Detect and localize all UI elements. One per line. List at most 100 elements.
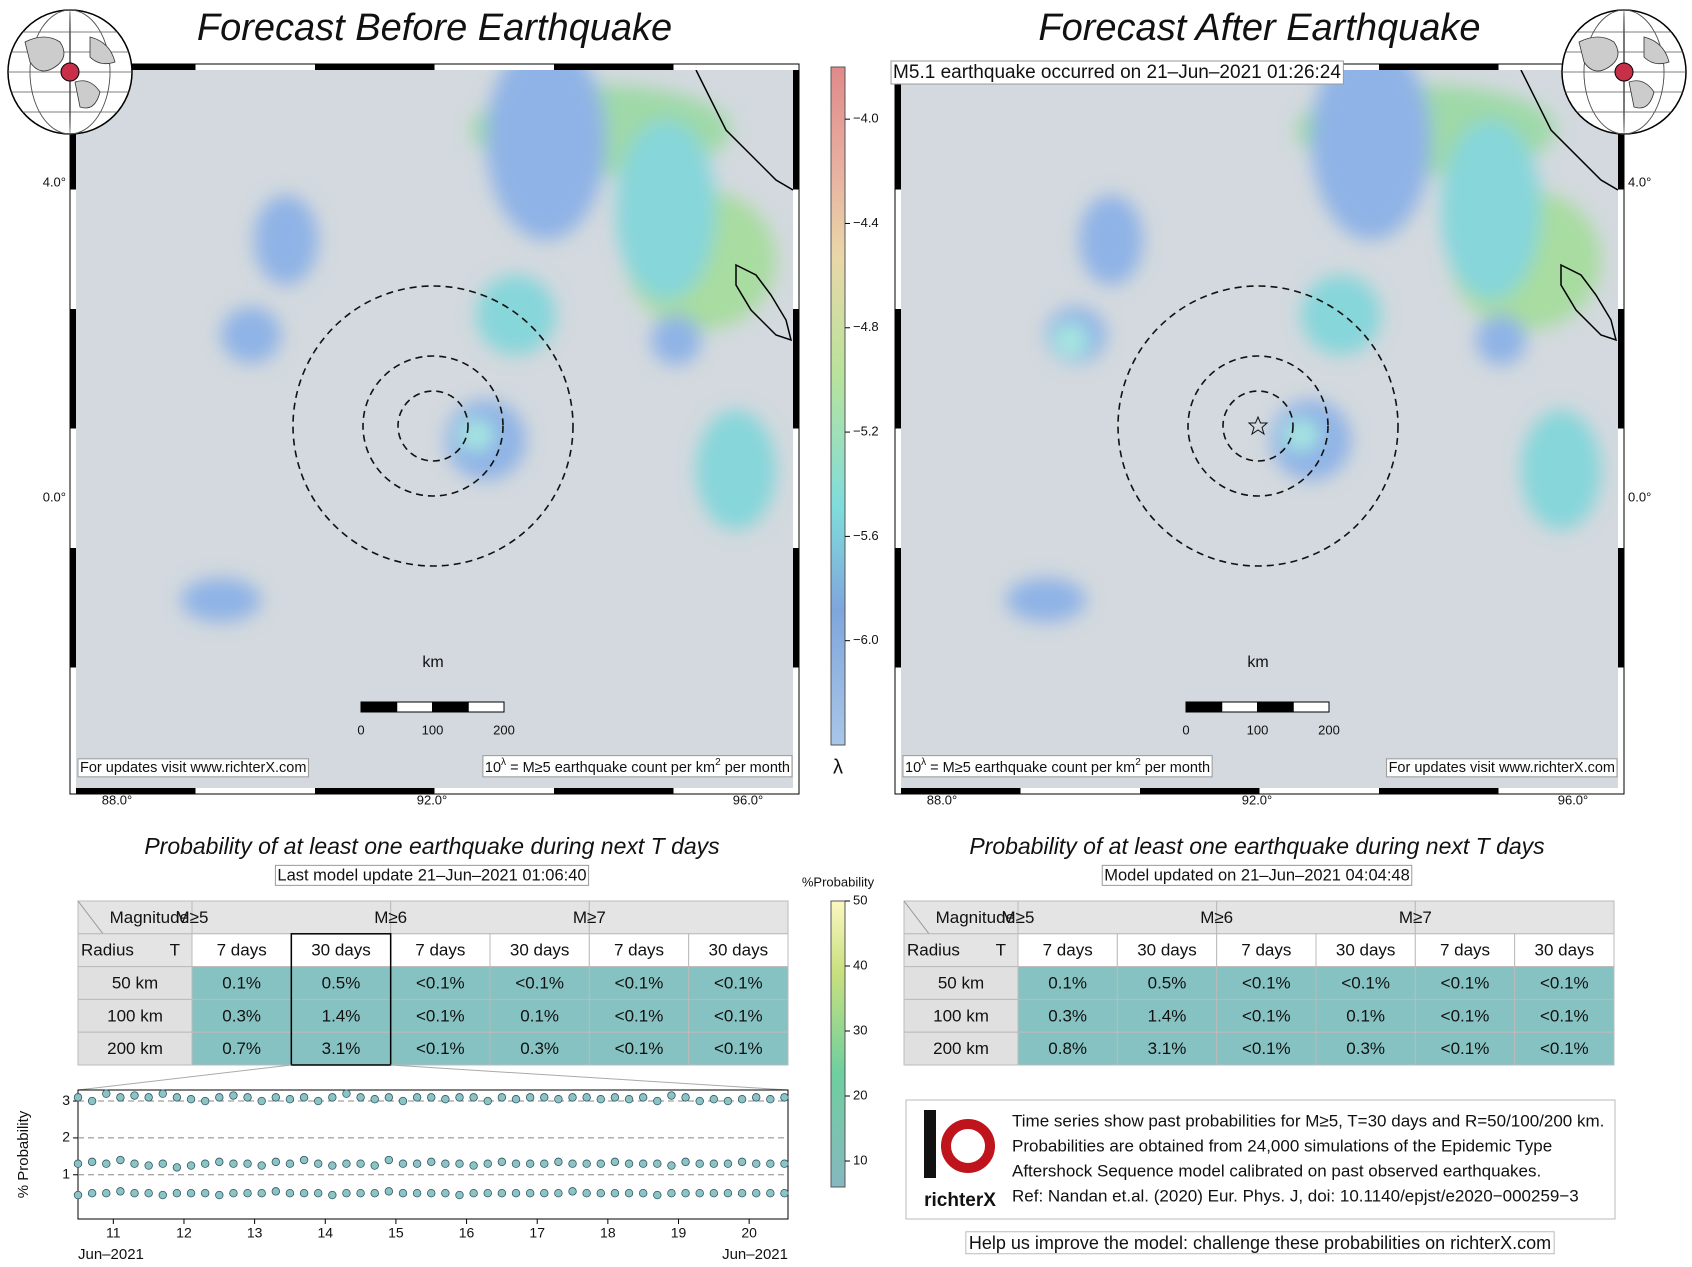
table-header: M≥6 — [374, 908, 407, 927]
data-point — [624, 1159, 634, 1168]
colorbar-tick-label: −5.6 — [853, 528, 879, 543]
rate-blob — [181, 578, 261, 622]
data-point — [384, 1187, 394, 1196]
table-header: M≥7 — [573, 908, 606, 927]
data-point — [709, 1095, 719, 1104]
colorbar-fill — [830, 900, 846, 1188]
website-note: For updates visit www.richterX.com — [1389, 760, 1615, 776]
table-header: 30 days — [1535, 941, 1595, 960]
data-point — [87, 1157, 97, 1167]
data-point — [384, 1155, 394, 1165]
data-point — [370, 1188, 379, 1198]
frame-tick — [554, 788, 674, 794]
data-point — [568, 1187, 577, 1196]
table-header: Magnitude — [110, 908, 189, 927]
table-header: 7 days — [217, 941, 267, 960]
table-cell-text: <0.1% — [416, 1039, 465, 1058]
data-point — [328, 1190, 337, 1200]
radius-ring — [1187, 355, 1329, 497]
data-point — [299, 1155, 309, 1165]
data-point — [215, 1190, 224, 1200]
rate-blob — [1476, 315, 1526, 365]
unit-note: 10λ = M≥5 earthquake count per km2 per m… — [905, 757, 1210, 776]
table-cell — [290, 1031, 392, 1066]
data-point — [653, 1190, 662, 1200]
prob-title: Probability of at least one earthquake d… — [969, 833, 1545, 859]
plot-frame — [77, 1089, 789, 1220]
table-cell-text: 1.4% — [1148, 1006, 1187, 1025]
table-cell — [903, 998, 1019, 1033]
table-cell — [77, 966, 193, 1000]
table-cell-text: 200 km — [107, 1039, 163, 1058]
data-point — [441, 1095, 450, 1104]
note-box — [274, 864, 590, 886]
data-point — [215, 1093, 224, 1102]
data-point — [610, 1188, 620, 1198]
data-point — [342, 1188, 351, 1198]
table-cell-text: 100 km — [107, 1006, 163, 1025]
table-cell — [1514, 998, 1615, 1033]
table-cell — [588, 1031, 690, 1066]
data-point — [271, 1187, 281, 1196]
table-cell — [1514, 1031, 1615, 1066]
lon-label: 96.0° — [733, 792, 764, 807]
data-point — [709, 1188, 719, 1198]
data-point — [752, 1159, 761, 1168]
table-header: Radius — [907, 941, 960, 960]
colorbar: −4.0 −4.4 −4.8 −5.2 −5.6 −6.0 λ — [830, 66, 879, 778]
table-cell — [688, 1031, 789, 1066]
data-point — [554, 1188, 563, 1198]
table-cell — [390, 966, 491, 1000]
data-point — [737, 1188, 747, 1198]
data-point — [412, 1093, 422, 1102]
data-point — [596, 1095, 605, 1104]
table-cell-text: <0.1% — [714, 1006, 763, 1025]
frame-tick — [76, 64, 196, 70]
data-point — [73, 1159, 83, 1168]
table-header: M≥7 — [1399, 908, 1432, 927]
data-point — [285, 1159, 295, 1168]
table-cell-text: 0.1% — [1048, 973, 1087, 992]
data-point — [102, 1188, 111, 1198]
data-point — [158, 1159, 167, 1168]
table-cell — [1315, 933, 1416, 968]
table-cell-text: <0.1% — [1242, 973, 1291, 992]
data-point — [271, 1157, 281, 1167]
colorbar-fill — [830, 66, 846, 746]
data-point — [285, 1095, 295, 1104]
scale-segment — [1221, 701, 1258, 713]
colorbar-tick-label: −4.4 — [853, 215, 879, 230]
lat-label: 0.0° — [43, 489, 66, 504]
table-cell — [77, 1031, 193, 1066]
data-point — [130, 1188, 139, 1198]
scale-label: km — [1247, 654, 1268, 671]
lon-label: 88.0° — [927, 792, 958, 807]
frame-tick — [793, 309, 799, 429]
event-note: M5.1 earthquake occurred on 21–Jun–2021 … — [893, 62, 1341, 83]
logo-ring — [941, 1119, 995, 1173]
data-point — [667, 1161, 676, 1170]
data-point — [87, 1188, 97, 1198]
table-cell — [1216, 933, 1317, 968]
data-point — [229, 1188, 238, 1198]
x-tick-label: 20 — [741, 1225, 757, 1241]
data-point — [144, 1161, 153, 1170]
data-point — [102, 1089, 111, 1098]
data-point — [554, 1095, 563, 1104]
table-header: 30 days — [510, 941, 570, 960]
table-cell — [191, 998, 292, 1033]
unit-note-part: λ — [921, 757, 926, 768]
table-header: 30 days — [311, 941, 371, 960]
data-point — [766, 1095, 775, 1104]
table-cell — [1017, 900, 1218, 935]
table-cell-text: 0.7% — [222, 1039, 261, 1058]
lat-label: 4.0° — [1628, 174, 1651, 189]
data-point — [370, 1161, 379, 1170]
table-cell — [903, 966, 1019, 1000]
table-cell — [1414, 1031, 1516, 1066]
data-point — [582, 1159, 591, 1168]
table-header: T — [996, 941, 1006, 960]
x-tick-label: 17 — [529, 1225, 545, 1241]
